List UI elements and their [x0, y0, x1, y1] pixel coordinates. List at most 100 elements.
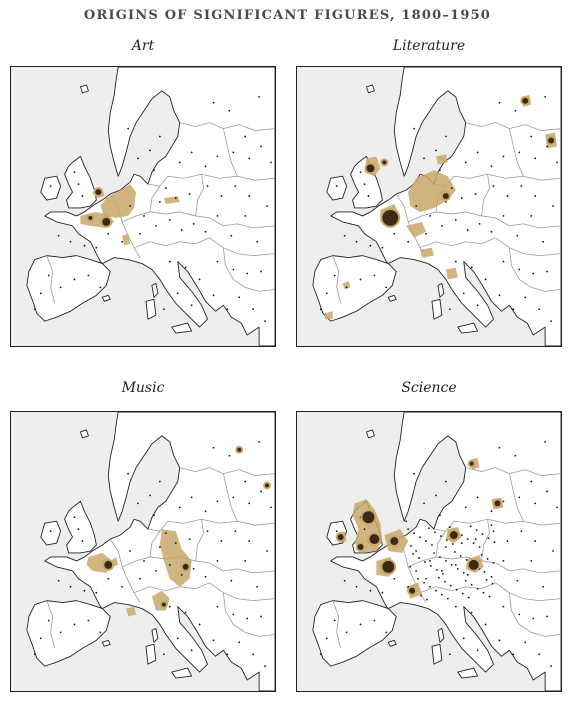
- city-dot: [488, 595, 491, 598]
- city-dot: [95, 591, 98, 594]
- city-dot: [417, 577, 419, 580]
- city-dot: [155, 569, 157, 572]
- city-dot: [444, 480, 447, 483]
- origin-cluster: [445, 267, 458, 280]
- city-dot: [476, 304, 479, 307]
- city-dot: [333, 274, 336, 277]
- city-dot: [538, 308, 541, 311]
- city-dot: [542, 240, 545, 243]
- city-dot: [490, 165, 493, 168]
- land-mass: [101, 294, 111, 302]
- country-border: [222, 247, 275, 292]
- city-dot: [83, 244, 86, 247]
- city-dot: [445, 539, 448, 541]
- city-dot: [498, 101, 501, 104]
- city-dot: [464, 506, 467, 509]
- city-dot: [168, 605, 171, 608]
- city-dot: [164, 187, 167, 190]
- city-dot: [73, 623, 76, 626]
- city-dot: [454, 260, 457, 263]
- country-border: [453, 173, 561, 181]
- city-dot: [542, 585, 545, 588]
- city-dot: [143, 215, 145, 217]
- city-dot: [206, 185, 209, 188]
- city-dot: [95, 246, 98, 249]
- city-dot: [319, 308, 322, 311]
- city-dot: [556, 161, 558, 164]
- city-dot: [530, 135, 533, 138]
- city-dot: [430, 564, 432, 567]
- city-dot: [47, 619, 50, 622]
- city-dot: [439, 514, 441, 517]
- city-dot: [453, 551, 456, 553]
- country-border: [209, 582, 275, 602]
- origin-cluster: [406, 221, 427, 238]
- city-dot: [544, 440, 547, 443]
- city-dot: [459, 555, 462, 557]
- city-dot: [99, 286, 102, 289]
- city-dot: [492, 185, 495, 188]
- city-dot: [385, 286, 388, 289]
- country-border: [167, 173, 275, 181]
- city-dot: [448, 653, 451, 656]
- city-dot: [155, 224, 157, 227]
- city-dot: [441, 224, 443, 227]
- country-border: [223, 473, 238, 522]
- city-dot: [487, 537, 490, 539]
- city-dot: [415, 569, 417, 572]
- city-dot: [359, 171, 362, 174]
- city-dot: [158, 201, 161, 203]
- map-science: [297, 412, 561, 691]
- origin-cluster: [435, 154, 448, 165]
- city-dot: [238, 641, 241, 644]
- city-dot: [490, 510, 493, 513]
- city-dot: [373, 274, 376, 277]
- city-dot: [184, 611, 187, 614]
- city-dot: [440, 535, 442, 538]
- origin-core: [548, 137, 555, 144]
- city-dot: [190, 649, 193, 652]
- city-dot: [552, 205, 554, 207]
- origin-cluster: [420, 247, 434, 258]
- land-mass: [431, 298, 443, 320]
- city-dot: [206, 530, 209, 533]
- city-dot: [158, 135, 161, 138]
- city-dot: [524, 296, 527, 299]
- country-border: [149, 520, 169, 558]
- city-dot: [343, 234, 346, 237]
- city-dot: [524, 641, 527, 644]
- city-dot: [87, 274, 90, 277]
- city-dot: [518, 613, 521, 616]
- city-dot: [77, 183, 80, 186]
- city-dot: [431, 544, 433, 546]
- city-dot: [486, 558, 489, 560]
- city-dot: [498, 639, 501, 642]
- city-dot: [460, 534, 463, 537]
- city-dot: [164, 532, 167, 535]
- country-border: [209, 217, 275, 229]
- city-dot: [212, 101, 215, 104]
- country-border: [149, 175, 169, 213]
- city-dot: [429, 215, 431, 217]
- city-dot: [220, 540, 223, 542]
- origin-core: [369, 534, 380, 545]
- city-dot: [158, 480, 161, 483]
- city-dot: [258, 95, 261, 98]
- city-dot: [33, 653, 36, 656]
- city-dot: [415, 550, 417, 552]
- land-mass: [145, 643, 157, 665]
- country-border: [419, 237, 496, 249]
- city-dot: [158, 546, 161, 548]
- city-dot: [425, 232, 427, 235]
- city-dot: [81, 540, 84, 542]
- city-dot: [474, 193, 477, 195]
- figure-title: ORIGINS OF SIGNIFICANT FIGURES, 1800–195…: [83, 8, 492, 23]
- country-border: [495, 217, 561, 229]
- city-dot: [228, 454, 231, 457]
- city-dot: [359, 623, 362, 626]
- city-dot: [502, 500, 505, 503]
- city-dot: [552, 550, 554, 552]
- city-dot: [439, 169, 441, 172]
- city-dot: [470, 611, 473, 614]
- city-dot: [420, 594, 422, 597]
